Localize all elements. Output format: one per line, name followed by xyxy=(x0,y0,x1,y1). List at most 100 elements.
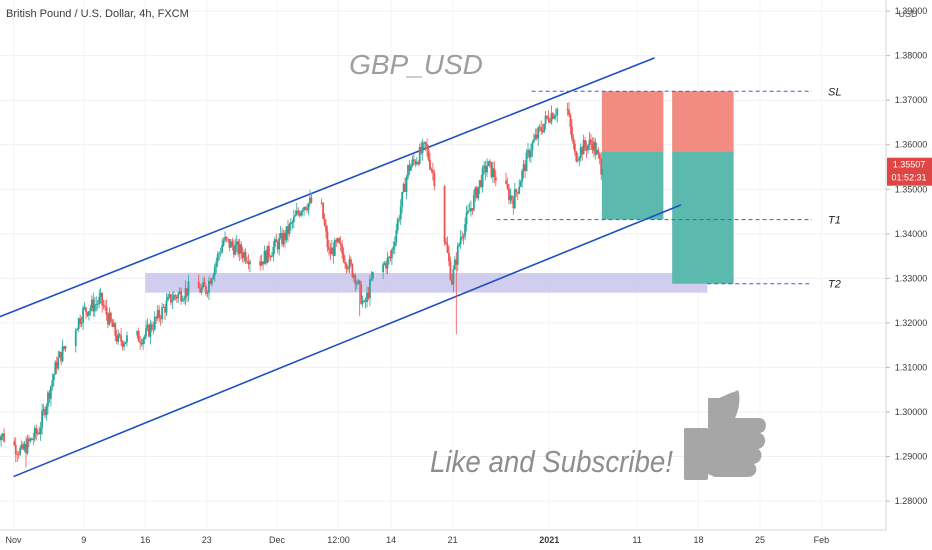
candle-body xyxy=(244,252,247,261)
price-tick-label: 1.35000 xyxy=(895,184,928,194)
symbol-watermark: GBP_USD xyxy=(349,49,483,80)
drawings-lines[interactable] xyxy=(0,57,812,478)
candle-body xyxy=(29,438,32,442)
candle-body xyxy=(63,346,65,349)
candle-body xyxy=(513,189,516,209)
candle-body xyxy=(282,232,285,245)
candle-body xyxy=(139,341,142,343)
time-axis-ticks: Nov 9 16 23 Dec 12:00 14 21 2021 11 18 25 Feb xyxy=(6,535,830,545)
candle-body xyxy=(35,428,38,434)
candle-body xyxy=(568,109,570,115)
price-tick-label: 1.32000 xyxy=(895,318,928,328)
candle-body xyxy=(213,266,216,276)
candle-body xyxy=(118,334,121,336)
candle-body xyxy=(17,454,20,456)
support-zone xyxy=(145,273,708,293)
candle-body xyxy=(263,250,266,265)
price-tick-label: 1.33000 xyxy=(895,273,928,283)
candle-body xyxy=(105,306,108,315)
candle-body xyxy=(161,307,164,320)
candle-body xyxy=(77,318,80,329)
candle-body xyxy=(20,444,23,449)
candle-body xyxy=(414,161,417,165)
time-tick-label: 12:00 xyxy=(327,535,350,545)
candle-body xyxy=(420,147,423,153)
candle-body xyxy=(229,241,232,248)
candle-body xyxy=(459,237,462,245)
candle-body xyxy=(369,279,371,299)
candle-body xyxy=(199,288,202,293)
candle-body xyxy=(453,259,456,270)
candle-body xyxy=(306,209,308,211)
candle-body xyxy=(222,240,225,246)
candle-body xyxy=(412,159,415,162)
candle-body xyxy=(22,444,24,450)
candle-body xyxy=(184,288,187,299)
candle-body xyxy=(82,307,84,323)
candle-body xyxy=(48,392,51,399)
candle-body xyxy=(247,261,250,265)
candle-body xyxy=(595,150,598,155)
price-axis[interactable]: 1.39000 1.38000 1.37000 1.36000 1.35000 1.340… xyxy=(885,0,932,530)
price-tick-label: 1.36000 xyxy=(895,140,928,150)
candle-body xyxy=(399,206,402,220)
candle-body xyxy=(579,147,582,158)
candle-body xyxy=(107,314,109,325)
candle-body xyxy=(446,243,449,253)
candle-body xyxy=(221,245,224,253)
time-tick-label: 2021 xyxy=(539,535,559,545)
candle-body xyxy=(554,115,557,117)
candle-body xyxy=(95,304,98,305)
candle-body xyxy=(525,152,528,172)
candle-body xyxy=(597,150,600,154)
candle-body xyxy=(550,113,553,123)
channel-upper-line xyxy=(0,57,655,318)
level-label-sl: SL xyxy=(828,86,841,98)
candle-body xyxy=(455,259,458,265)
candle-body xyxy=(114,323,117,336)
candle-body xyxy=(467,210,469,213)
candle-body xyxy=(45,406,48,416)
price-axis-ticks: 1.39000 1.38000 1.37000 1.36000 1.35000 1.340… xyxy=(886,6,927,506)
price-tick-label: 1.34000 xyxy=(895,229,928,239)
time-tick-label: 21 xyxy=(448,535,458,545)
candle-body xyxy=(155,316,158,319)
candle-body xyxy=(477,186,480,199)
candle-body xyxy=(328,247,330,250)
stop-loss-zone xyxy=(672,91,734,152)
candle-body xyxy=(417,162,420,164)
candle-body xyxy=(464,224,466,236)
candle-body xyxy=(174,295,177,297)
candle-body xyxy=(86,312,89,316)
time-axis[interactable]: Nov 9 16 23 Dec 12:00 14 21 2021 11 18 25 Feb xyxy=(0,529,886,545)
drawings-zones[interactable] xyxy=(145,91,734,293)
stop-loss-zone xyxy=(601,91,664,152)
candle-body xyxy=(80,322,83,324)
time-tick-label: 9 xyxy=(81,535,86,545)
candle-body xyxy=(270,255,273,258)
candle-body xyxy=(83,307,86,309)
candle-body xyxy=(88,311,90,316)
candle-body xyxy=(175,296,178,299)
candle-body xyxy=(150,324,153,330)
candle-body xyxy=(285,226,288,241)
candle-body xyxy=(401,192,404,207)
time-tick-label: Nov xyxy=(6,535,23,545)
candle-body xyxy=(203,282,206,287)
candle-body xyxy=(332,247,335,256)
candle-body xyxy=(168,294,171,297)
candle-body xyxy=(330,247,333,255)
candle-body xyxy=(238,244,241,255)
chart-title[interactable]: British Pound / U.S. Dollar, 4h, FXCM xyxy=(6,8,189,20)
candle-body xyxy=(571,126,573,139)
candle-body xyxy=(104,306,106,308)
candle-body xyxy=(456,245,459,265)
candle-body xyxy=(475,187,478,199)
candle-body xyxy=(98,296,101,304)
candle-body xyxy=(357,280,360,284)
candle-body xyxy=(370,278,373,280)
like-subscribe-callout: Like and Subscribe! xyxy=(430,390,766,480)
candle-body xyxy=(90,299,93,309)
candle-body xyxy=(383,263,386,265)
